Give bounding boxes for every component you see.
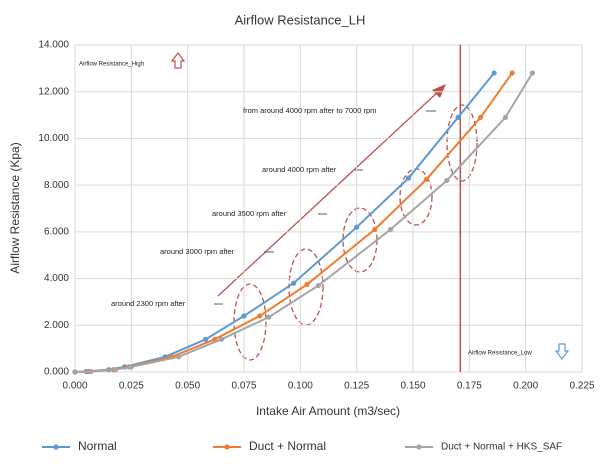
direction-icons bbox=[170, 52, 186, 69]
data-point bbox=[354, 224, 360, 230]
data-point bbox=[203, 336, 209, 342]
data-point bbox=[444, 177, 450, 184]
x-tick-label: 0.100 bbox=[288, 381, 313, 392]
series-line bbox=[74, 72, 513, 373]
annotation: around 4000 rpm after bbox=[262, 165, 337, 174]
data-point bbox=[112, 367, 119, 373]
y-tick-label: 2.000 bbox=[44, 320, 69, 331]
y-tick-label: 12.000 bbox=[38, 86, 69, 97]
data-point bbox=[491, 70, 497, 76]
annotation: Airflow Resistance_High bbox=[79, 62, 144, 68]
x-tick-label: 0.150 bbox=[400, 381, 425, 392]
x-tick-label: 0.050 bbox=[175, 381, 200, 392]
y-tick-label: 14.000 bbox=[38, 40, 69, 51]
annotation: Airflow Resistance_Low bbox=[468, 351, 532, 357]
data-point bbox=[88, 368, 94, 375]
annotation: around 3000 rpm after bbox=[160, 247, 235, 256]
legend-marker bbox=[53, 444, 59, 450]
data-point bbox=[405, 175, 412, 181]
data-point bbox=[509, 70, 515, 76]
annotation: from around 4000 rpm after to 7000 rpm bbox=[243, 106, 376, 115]
data-point bbox=[290, 280, 297, 286]
x-tick-label: 0.000 bbox=[62, 381, 87, 392]
data-point bbox=[241, 313, 247, 319]
series-line bbox=[74, 72, 534, 373]
y-tick-label: 0.000 bbox=[44, 367, 69, 378]
data-point bbox=[387, 226, 394, 233]
small-arrows bbox=[214, 110, 436, 305]
y-axis-label: Airflow Resistance (Kpa) bbox=[8, 142, 22, 273]
x-tick-label: 0.225 bbox=[569, 381, 594, 392]
data-point bbox=[315, 282, 321, 289]
annotation: around 2300 rpm after bbox=[111, 299, 186, 308]
data-point bbox=[257, 313, 263, 319]
y-tick-label: 10.000 bbox=[38, 133, 69, 144]
x-tick-label: 0.200 bbox=[513, 381, 538, 392]
data-point bbox=[423, 176, 430, 182]
x-tick-label: 0.075 bbox=[231, 381, 256, 392]
x-tick-label: 0.175 bbox=[457, 381, 482, 392]
data-point bbox=[455, 114, 461, 121]
data-point bbox=[478, 114, 484, 121]
trend-arrow bbox=[217, 84, 446, 297]
data-point bbox=[72, 369, 78, 375]
data-point bbox=[304, 281, 310, 288]
y-tick-label: 4.000 bbox=[44, 273, 69, 284]
legend-label: Normal bbox=[78, 439, 117, 453]
y-tick-label: 8.000 bbox=[44, 180, 69, 191]
data-point bbox=[176, 354, 182, 360]
legend-label: Duct + Normal bbox=[249, 439, 326, 453]
legend-marker bbox=[416, 444, 422, 450]
data-point bbox=[502, 114, 508, 121]
x-tick-label: 0.025 bbox=[119, 381, 144, 392]
chart-title: Airflow Resistance_LH bbox=[235, 12, 366, 27]
data-point bbox=[372, 226, 378, 233]
highlight-ellipses bbox=[233, 104, 478, 361]
data-point bbox=[529, 70, 536, 76]
direction-icons-low bbox=[554, 343, 570, 360]
x-tick-label: 0.125 bbox=[344, 381, 369, 392]
x-axis-label: Intake Air Amount (m3/sec) bbox=[256, 404, 400, 418]
legend-marker bbox=[224, 444, 230, 450]
data-point bbox=[218, 336, 225, 342]
plot: 0.000 2.000 4.000 6.000 8.000 10.000 12.000 14.… bbox=[38, 40, 595, 454]
y-tick-label: 6.000 bbox=[44, 226, 69, 237]
legend-label: Duct + Normal + HKS_SAF bbox=[441, 442, 562, 453]
data-point bbox=[128, 364, 134, 370]
series-line bbox=[74, 72, 495, 373]
annotation: around 3500 rpm after bbox=[212, 209, 287, 218]
data-point bbox=[266, 314, 272, 320]
